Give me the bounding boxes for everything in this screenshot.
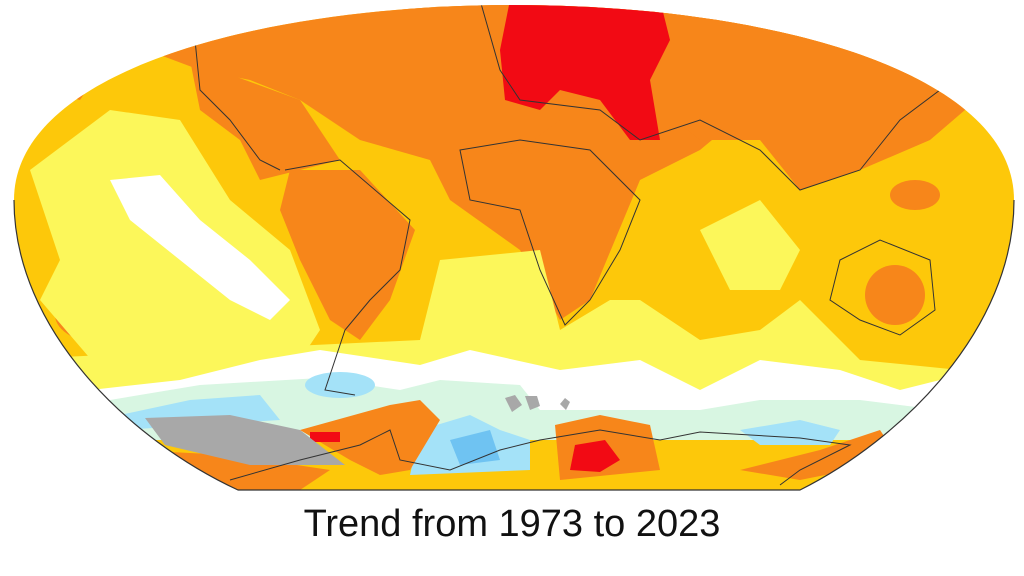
cooling-region-patagonia: [305, 372, 375, 398]
map-caption: Trend from 1973 to 2023: [303, 503, 721, 545]
warming-region-antarctic-peninsula: [300, 400, 440, 475]
slight-cooling-region: [100, 378, 940, 440]
cooling-region-ross-deep: [450, 430, 500, 465]
warming-region-americas: [190, 60, 340, 180]
strong-warming-region-antarctica: [570, 440, 620, 472]
warming-region-south-america: [280, 170, 415, 340]
coastlines: [194, 5, 981, 486]
map-border: [13, 199, 1015, 491]
temperature-trend-map: [13, 5, 1015, 491]
mild-warming-region-indian: [700, 200, 800, 290]
no-data-region: [145, 415, 345, 465]
cooling-region-east: [740, 420, 840, 445]
warming-region-australia: [865, 265, 925, 325]
no-trend-region-pacific: [110, 175, 290, 320]
strong-warming-region-europe: [500, 5, 670, 140]
no-data-patch: [505, 395, 570, 412]
strong-warming-region-peninsula: [310, 432, 340, 442]
warming-region-indonesia: [890, 180, 940, 210]
